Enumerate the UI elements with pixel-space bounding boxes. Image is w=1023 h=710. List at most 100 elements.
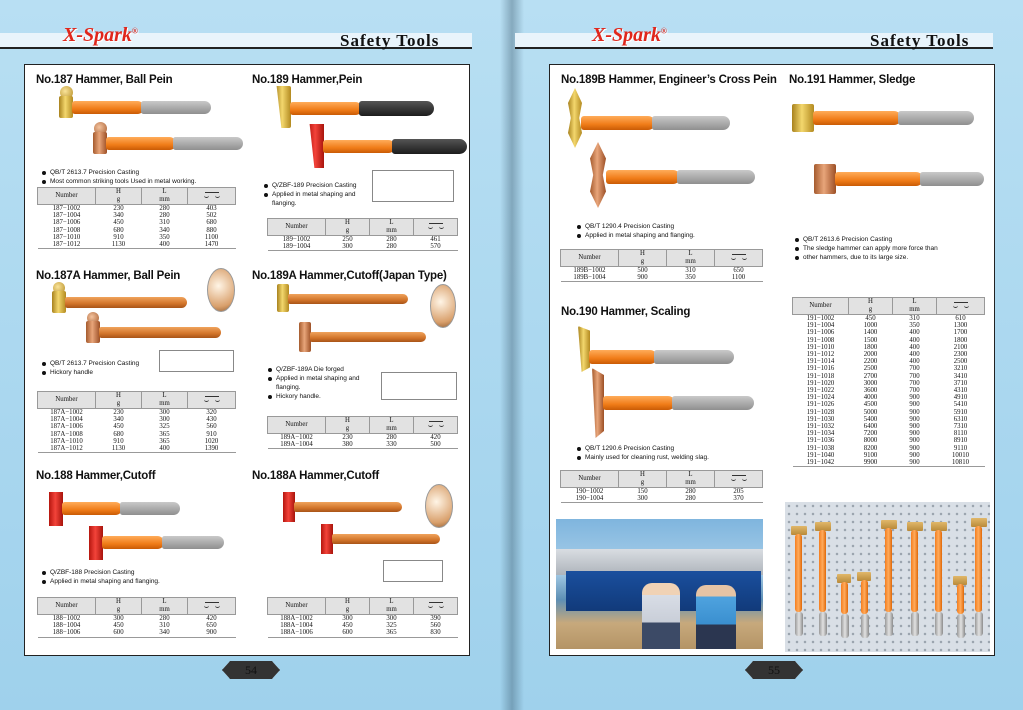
table-cell: 300	[325, 243, 370, 252]
table-cell: 1300	[936, 322, 985, 330]
table-cell: 430	[187, 416, 236, 424]
product-panel-189b: No.189B Hammer, Engineer’s Cross Pein QB…	[554, 68, 777, 294]
table-cell: 450	[848, 314, 893, 323]
table-row: 191−1040 9100 900 10010	[792, 451, 985, 460]
table-cell: 900	[892, 430, 937, 438]
table-row: 188−1006 600 340 900	[37, 629, 236, 638]
hammer-head-closeup	[207, 268, 235, 312]
table-row: 187−1004 340 280 502	[37, 212, 236, 220]
table-cell: 10010	[936, 451, 985, 460]
table-cell: 3600	[848, 387, 893, 395]
table-cell: 560	[413, 622, 458, 630]
table-cell: 502	[187, 212, 236, 220]
table-cell: 910	[95, 233, 142, 242]
table-cell: 188−1002	[37, 614, 96, 623]
table-row: 191−1022 3600 700 4310	[792, 387, 985, 395]
table-cell: 310	[141, 622, 188, 630]
table-cell: 7310	[936, 423, 985, 431]
table-cell: 4000	[848, 394, 893, 402]
table-cell: 189B−1004	[560, 274, 619, 283]
table-row: 191−1030 5400 900 6310	[792, 415, 985, 424]
table-cell: 205	[714, 487, 763, 496]
table-cell: 250	[325, 235, 370, 244]
scaling-hammer-image	[574, 320, 764, 440]
table-cell: 600	[325, 629, 370, 638]
table-cell: 1100	[714, 274, 763, 283]
table-cell: 3210	[936, 365, 985, 373]
table-row: 191−1020 3000 700 3710	[792, 379, 985, 388]
product-title: No.187 Hammer, Ball Pein	[36, 74, 173, 86]
table-cell: 500	[413, 441, 458, 450]
weight-scale-icon	[203, 601, 220, 608]
hammer-head-closeup	[425, 484, 453, 528]
table-cell: 570	[413, 243, 458, 252]
table-cell: 8000	[848, 437, 893, 445]
table-cell: 4310	[936, 387, 985, 395]
table-row: 187A−1010 910 365 1020	[37, 437, 236, 446]
table-cell: 8200	[848, 444, 893, 452]
table-row: 187A−1012 1130 400 1390	[37, 445, 236, 454]
table-row: 187A−1004 340 300 430	[37, 416, 236, 424]
table-row: 191−1026 4500 900 5410	[792, 401, 985, 409]
product-panel-189a: No.189A Hammer,Cutoff(Japan Type) Q/ZBF-…	[245, 264, 467, 460]
table-cell: 191−1034	[792, 430, 849, 438]
table-cell: 5000	[848, 408, 893, 416]
table-cell: 400	[141, 445, 188, 454]
product-panel-187: No.187 Hammer, Ball Pein QB/T 2613.7 Pre…	[29, 68, 243, 261]
table-cell: 340	[141, 226, 188, 234]
table-cell: 191−1024	[792, 394, 849, 402]
pein-hammer-image	[275, 86, 467, 186]
table-cell: 365	[141, 430, 188, 438]
table-cell: 187A−1002	[37, 408, 96, 417]
table-row: 190−1002 150 280 205	[560, 487, 763, 496]
table-cell: 191−1026	[792, 401, 849, 409]
table-cell: 500	[618, 266, 667, 275]
page-title: Safety Tools	[340, 31, 440, 50]
table-row: 188−1004 450 310 650	[37, 622, 236, 630]
cutoff-hammer-image	[49, 488, 239, 568]
table-cell: 1130	[95, 241, 142, 250]
table-cell: 350	[141, 233, 188, 242]
table-cell: 1100	[187, 233, 236, 242]
table-cell: 325	[369, 622, 414, 630]
table-cell: 340	[95, 416, 142, 424]
table-cell: 187−1012	[37, 241, 96, 250]
weight-scale-icon	[427, 601, 444, 608]
table-cell: 10810	[936, 459, 985, 468]
table-cell: 3710	[936, 379, 985, 388]
table-row: 191−1036 8000 900 8910	[792, 437, 985, 445]
table-cell: 680	[95, 430, 142, 438]
table-cell: 900	[892, 415, 937, 424]
table-row: 188A−1002 300 300 390	[267, 614, 458, 623]
book-spine	[500, 0, 524, 710]
table-cell: 187−1004	[37, 212, 96, 220]
dimension-drawing	[159, 350, 234, 372]
table-cell: 340	[95, 212, 142, 220]
weight-scale-icon	[730, 474, 747, 481]
table-cell: 189−1004	[267, 243, 326, 252]
cutoff-hammer-image	[275, 284, 426, 364]
table-cell: 280	[369, 243, 414, 252]
table-cell: 325	[141, 423, 188, 431]
weight-scale-icon	[730, 253, 747, 260]
table-cell: 187A−1010	[37, 437, 96, 446]
product-title: No.188A Hammer,Cutoff	[252, 470, 380, 482]
table-cell: 680	[95, 226, 142, 234]
table-cell: 300	[369, 614, 414, 623]
table-row: 191−1024 4000 900 4910	[792, 394, 985, 402]
product-panel-191: No.191 Hammer, Sledge QB/T 2613.6 Precis…	[782, 68, 990, 494]
table-cell: 403	[187, 204, 236, 213]
table-cell: 191−1028	[792, 408, 849, 416]
table-cell: 2100	[936, 343, 985, 352]
table-cell: 1390	[187, 445, 236, 454]
table-row: 187−1010 910 350 1100	[37, 233, 236, 242]
table-cell: 1800	[936, 336, 985, 344]
table-cell: 191−1018	[792, 372, 849, 380]
right-header-bar	[515, 33, 993, 49]
table-cell: 188−1006	[37, 629, 96, 638]
table-row: 188A−1004 450 325 560	[267, 622, 458, 630]
